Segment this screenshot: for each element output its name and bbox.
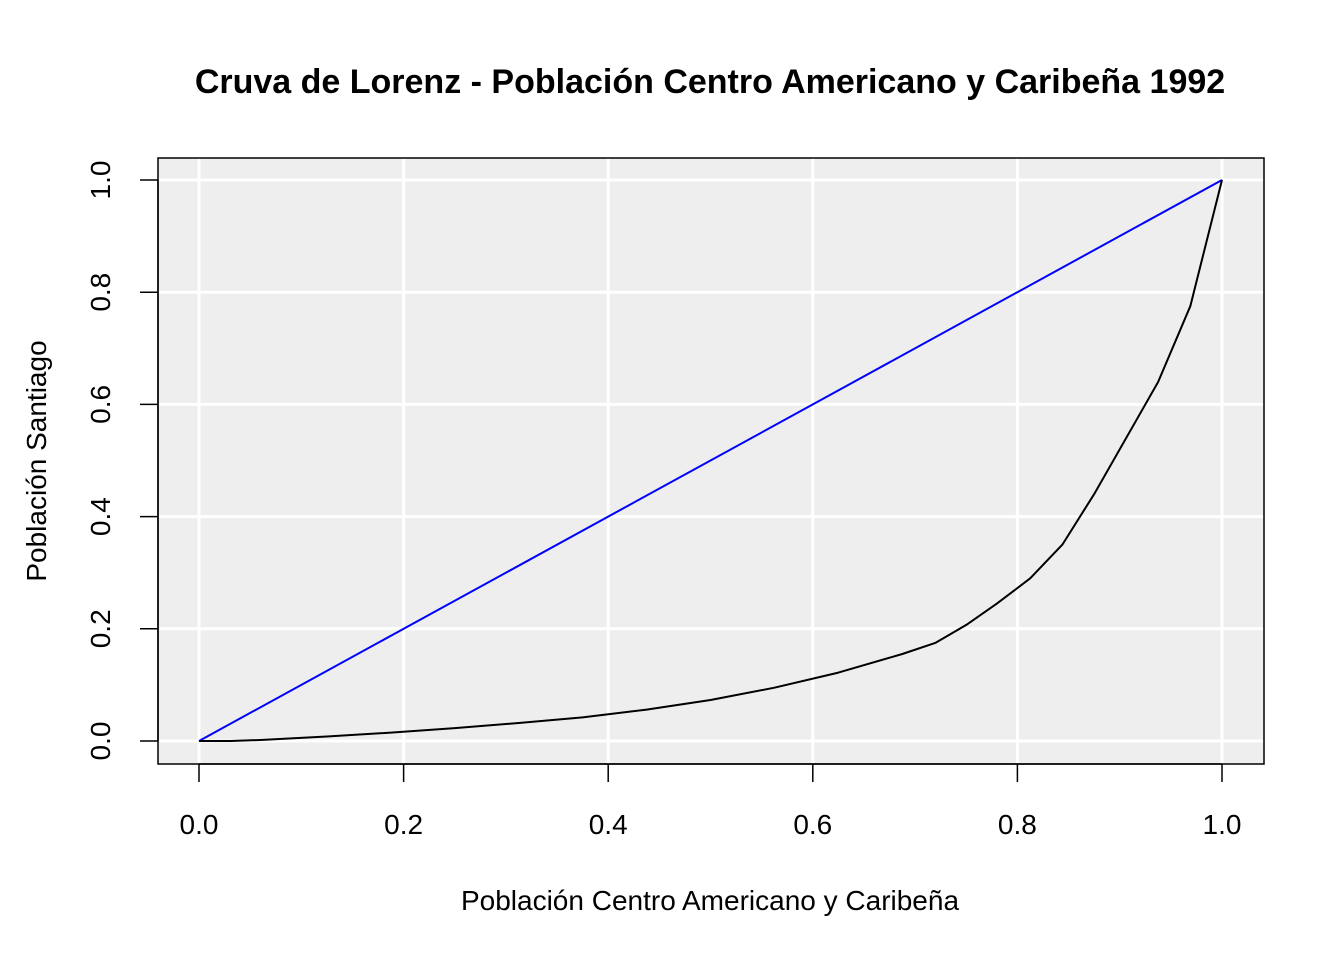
x-tick-label: 0.8 <box>998 809 1037 840</box>
lorenz-curve <box>199 179 1223 742</box>
y-tick-label: 0.6 <box>85 385 116 424</box>
y-tick-label: 0.0 <box>85 722 116 761</box>
grid-lines <box>158 158 1264 764</box>
series-layer <box>198 179 1223 742</box>
y-tick-label: 0.4 <box>85 497 116 536</box>
x-tick-label: 0.0 <box>180 809 219 840</box>
y-tick-label: 0.8 <box>85 273 116 312</box>
y-tick-label: 0.2 <box>85 609 116 648</box>
x-tick-label: 0.6 <box>793 809 832 840</box>
x-axis-label: Población Centro Americano y Caribeña <box>461 885 959 916</box>
y-axis-label: Población Santiago <box>21 340 52 581</box>
y-axis: 0.0 0.2 0.4 0.6 0.8 1.0 <box>85 161 159 761</box>
x-axis: 0.0 0.2 0.4 0.6 0.8 1.0 <box>180 763 1242 840</box>
chart-title: Cruva de Lorenz - Población Centro Ameri… <box>195 63 1225 101</box>
x-tick-label: 0.4 <box>589 809 628 840</box>
equality-line <box>198 179 1223 742</box>
x-tick-label: 0.2 <box>384 809 423 840</box>
x-tick-label: 1.0 <box>1203 809 1242 840</box>
y-tick-label: 1.0 <box>85 161 116 200</box>
